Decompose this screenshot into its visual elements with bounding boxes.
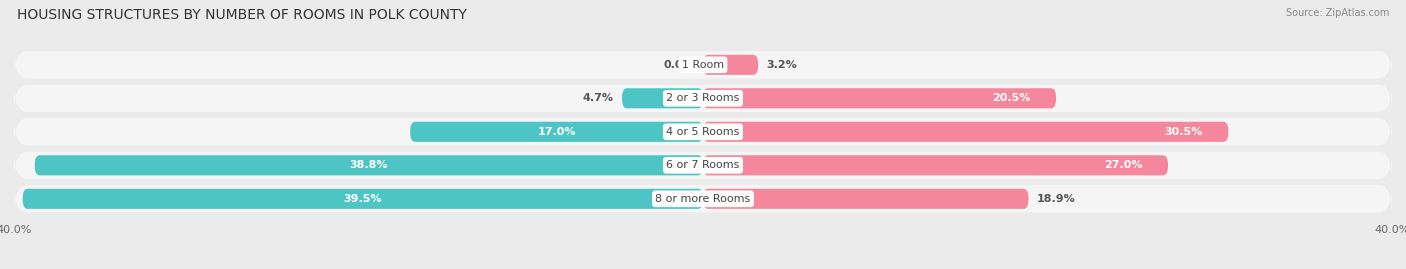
Text: 18.9%: 18.9% <box>1038 194 1076 204</box>
Text: 8 or more Rooms: 8 or more Rooms <box>655 194 751 204</box>
FancyBboxPatch shape <box>703 189 1029 209</box>
Text: Source: ZipAtlas.com: Source: ZipAtlas.com <box>1285 8 1389 18</box>
FancyBboxPatch shape <box>411 122 703 142</box>
Text: HOUSING STRUCTURES BY NUMBER OF ROOMS IN POLK COUNTY: HOUSING STRUCTURES BY NUMBER OF ROOMS IN… <box>17 8 467 22</box>
Text: 0.0%: 0.0% <box>664 60 695 70</box>
Text: 4.7%: 4.7% <box>582 93 613 103</box>
FancyBboxPatch shape <box>14 51 1392 79</box>
Text: 4 or 5 Rooms: 4 or 5 Rooms <box>666 127 740 137</box>
FancyBboxPatch shape <box>22 189 703 209</box>
FancyBboxPatch shape <box>621 88 703 108</box>
FancyBboxPatch shape <box>703 155 1168 175</box>
Text: 27.0%: 27.0% <box>1104 160 1142 170</box>
FancyBboxPatch shape <box>703 122 1229 142</box>
Text: 38.8%: 38.8% <box>350 160 388 170</box>
FancyBboxPatch shape <box>14 151 1392 179</box>
Text: 6 or 7 Rooms: 6 or 7 Rooms <box>666 160 740 170</box>
Text: 17.0%: 17.0% <box>537 127 576 137</box>
FancyBboxPatch shape <box>14 84 1392 112</box>
Text: 30.5%: 30.5% <box>1164 127 1202 137</box>
Text: 20.5%: 20.5% <box>991 93 1031 103</box>
Text: 2 or 3 Rooms: 2 or 3 Rooms <box>666 93 740 103</box>
FancyBboxPatch shape <box>14 118 1392 146</box>
FancyBboxPatch shape <box>703 55 758 75</box>
Text: 39.5%: 39.5% <box>343 194 382 204</box>
Text: 1 Room: 1 Room <box>682 60 724 70</box>
FancyBboxPatch shape <box>35 155 703 175</box>
FancyBboxPatch shape <box>14 185 1392 213</box>
Text: 3.2%: 3.2% <box>766 60 797 70</box>
FancyBboxPatch shape <box>703 88 1056 108</box>
